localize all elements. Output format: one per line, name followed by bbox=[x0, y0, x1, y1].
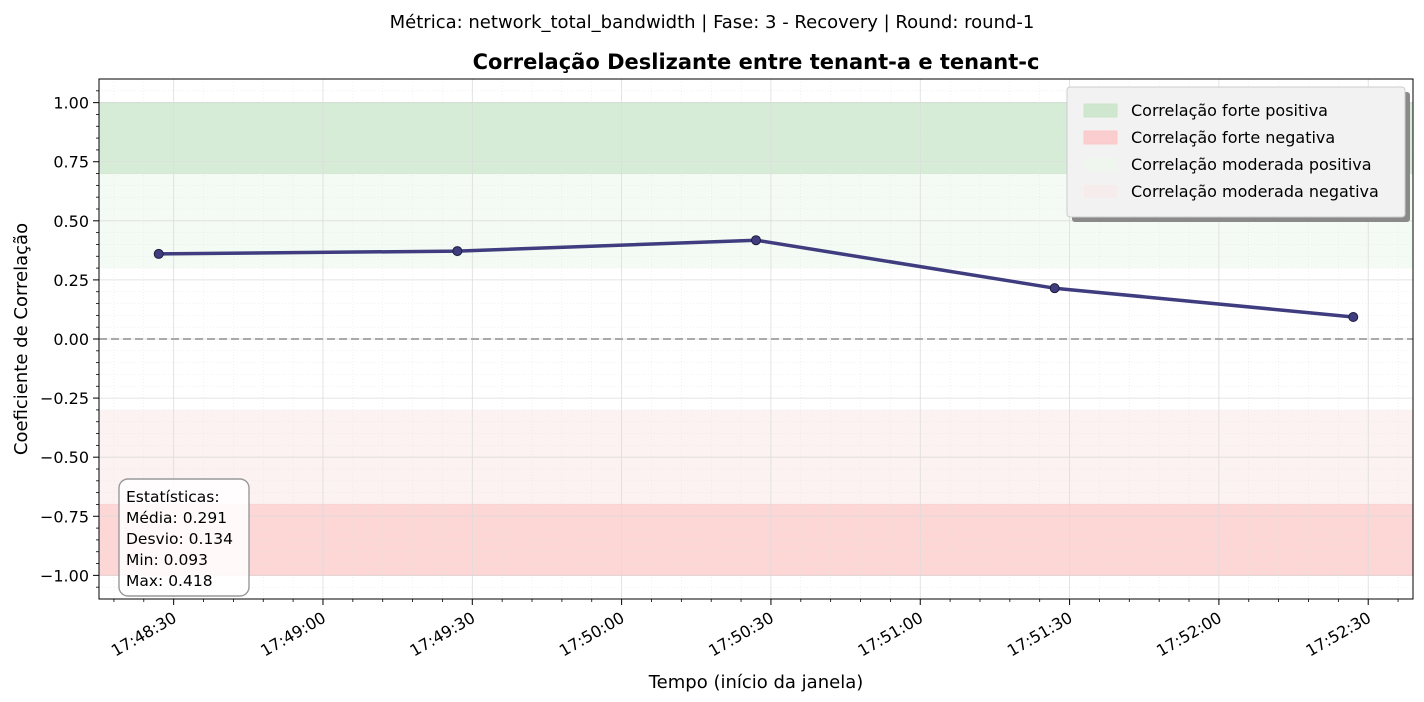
legend-label: Correlação moderada negativa bbox=[1131, 182, 1379, 201]
legend-label: Correlação forte positiva bbox=[1131, 101, 1328, 120]
x-tick-label: 17:51:00 bbox=[855, 608, 927, 660]
chart-title: Correlação Deslizante entre tenant-a e t… bbox=[473, 50, 1040, 74]
x-tick-label: 17:52:30 bbox=[1302, 608, 1374, 660]
y-tick-label: 1.00 bbox=[53, 94, 89, 113]
stats-line: Min: 0.093 bbox=[126, 551, 208, 569]
data-point bbox=[751, 235, 761, 246]
stats-box: Estatísticas: Média: 0.291 Desvio: 0.134 Mi… bbox=[118, 478, 250, 597]
legend-swatch bbox=[1084, 158, 1117, 171]
x-tick-label: 17:51:30 bbox=[1004, 608, 1076, 660]
y-tick-label: −0.75 bbox=[40, 507, 89, 526]
x-axis-label: Tempo (início da janela) bbox=[648, 672, 864, 693]
stats-line: Max: 0.418 bbox=[126, 572, 213, 590]
figure-suptitle: Métrica: network_total_bandwidth | Fase:… bbox=[390, 12, 1035, 33]
x-tick-label: 17:52:00 bbox=[1153, 608, 1225, 660]
y-tick-label: 0.75 bbox=[53, 153, 89, 172]
data-point bbox=[452, 246, 463, 257]
x-tick-label: 17:49:00 bbox=[257, 608, 329, 660]
legend-swatch bbox=[1083, 130, 1118, 145]
y-tick-label: −0.50 bbox=[40, 448, 89, 467]
x-tick-label: 17:49:30 bbox=[407, 608, 479, 660]
x-tick-label: 17:48:30 bbox=[108, 608, 180, 660]
y-tick-label: −1.00 bbox=[40, 566, 89, 585]
stats-line: Desvio: 0.134 bbox=[126, 530, 233, 548]
legend-swatch bbox=[1084, 185, 1117, 198]
legend: Correlação forte positiva Correlação fort… bbox=[1066, 86, 1410, 222]
data-point bbox=[1348, 312, 1359, 323]
legend-swatch bbox=[1083, 103, 1118, 118]
stats-frame bbox=[118, 478, 250, 597]
y-axis-label: Coeficiente de Correlação bbox=[11, 223, 32, 455]
axes-frame bbox=[98, 78, 1414, 600]
x-tick-label: 17:50:00 bbox=[556, 608, 628, 660]
y-tick-label: −0.25 bbox=[40, 389, 89, 408]
legend-label: Correlação forte negativa bbox=[1131, 128, 1335, 147]
y-tick-label: 0.50 bbox=[53, 212, 89, 231]
stats-line: Média: 0.291 bbox=[126, 509, 227, 527]
x-tick-label: 17:50:30 bbox=[705, 608, 777, 660]
y-tick-label: 0.25 bbox=[53, 271, 89, 290]
plot-area: 1.00 0.75 0.50 0.25 0.00 −0.25 −0.50 −0.75 −1.00… bbox=[40, 78, 1414, 660]
stats-title: Estatísticas: bbox=[126, 488, 220, 506]
y-tick-label: 0.00 bbox=[53, 330, 89, 349]
data-point bbox=[153, 248, 164, 259]
legend-box bbox=[1066, 86, 1406, 218]
legend-label: Correlação moderada positiva bbox=[1131, 155, 1372, 174]
data-point bbox=[1049, 283, 1060, 294]
